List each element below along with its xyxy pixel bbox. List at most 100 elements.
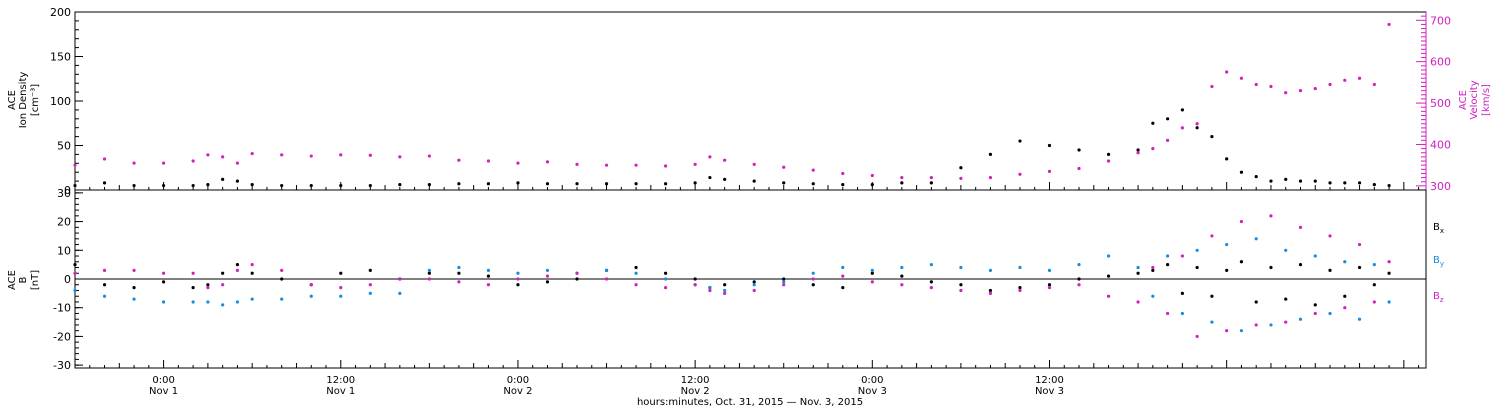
time-tick-label: 12:00 <box>1035 375 1064 386</box>
bx-point <box>634 265 638 270</box>
bx-point <box>73 263 77 267</box>
density-point <box>841 183 845 187</box>
by-point <box>988 268 993 272</box>
density-point <box>752 179 756 183</box>
bx-point <box>1195 265 1199 270</box>
by-point <box>782 280 786 284</box>
velocity-point <box>368 153 372 157</box>
date-tick-label: Nov 2 <box>681 386 710 397</box>
density-point <box>1328 181 1332 185</box>
time-axis-label: hours:minutes, Oct. 31, 2015 — Nov. 3, 2… <box>637 397 863 408</box>
density-point <box>1343 181 1347 185</box>
by-point <box>1180 311 1184 316</box>
velocity-point <box>280 153 284 157</box>
by-point <box>664 277 668 281</box>
density-point <box>1180 108 1184 112</box>
by-point <box>486 268 491 272</box>
bfield-tick-label: 0 <box>64 273 71 286</box>
bx-point <box>339 271 343 275</box>
bx-point <box>1136 271 1140 275</box>
velocity-point <box>811 168 815 172</box>
velocity-point <box>1018 172 1022 176</box>
bx-point <box>1269 265 1273 270</box>
velocity-point <box>427 154 431 158</box>
bfield-axis-label-line3: [nT] <box>30 270 41 290</box>
bx-point <box>191 286 195 290</box>
by-point <box>1254 237 1258 241</box>
bx-point <box>132 286 136 290</box>
by-point <box>235 300 240 304</box>
velocity-axis-label-line1: ACE <box>1458 90 1469 110</box>
velocity-point <box>398 155 402 159</box>
velocity-point <box>545 160 550 164</box>
bz-point <box>1343 306 1347 310</box>
legend-by: By <box>1433 255 1444 268</box>
density-point <box>1210 135 1214 139</box>
velocity-tick-label: 700 <box>1430 14 1451 27</box>
bx-point <box>1151 268 1155 272</box>
density-point <box>457 182 461 186</box>
by-point <box>604 268 609 272</box>
bx-point <box>1166 263 1170 267</box>
velocity-tick-label: 500 <box>1430 97 1451 110</box>
bz-point <box>959 288 963 293</box>
time-tick-label: 12:00 <box>326 375 355 386</box>
velocity-point <box>1166 138 1170 142</box>
velocity-point <box>575 162 579 166</box>
velocity-point <box>457 158 461 162</box>
density-point <box>132 183 136 188</box>
velocity-axis-label-line3: [km/s] <box>1481 84 1492 116</box>
bx-point <box>221 271 225 275</box>
by-point <box>1239 329 1244 333</box>
velocity-tick-label: 600 <box>1430 56 1451 69</box>
bx-point <box>516 283 520 287</box>
density-point <box>1313 179 1317 183</box>
density-point <box>1284 177 1288 181</box>
velocity-point <box>988 175 993 180</box>
velocity-point <box>1298 89 1303 93</box>
bx-point <box>1284 297 1288 301</box>
by-point <box>206 300 210 304</box>
bz-point <box>280 268 284 272</box>
density-tick-label: 100 <box>50 95 71 108</box>
velocity-point <box>1225 70 1229 74</box>
density-point <box>1239 170 1244 174</box>
density-point <box>1106 152 1111 156</box>
bz-point <box>811 277 815 281</box>
time-tick-label: 0:00 <box>152 375 174 386</box>
velocity-point <box>1151 147 1155 151</box>
velocity-point <box>900 175 904 180</box>
bx-point <box>1254 300 1258 304</box>
velocity-point <box>1136 151 1140 155</box>
magnetic-field-panel: -30 -20 -10 0 10 20 30 ACE B [nT] Bx By Bz <box>7 187 1444 372</box>
velocity-point <box>1387 22 1391 27</box>
bz-point <box>900 283 904 287</box>
density-point <box>1018 139 1022 143</box>
bx-point <box>1343 294 1347 298</box>
bfield-axis-label-line1: ACE <box>7 270 18 290</box>
bx-point <box>841 286 845 290</box>
density-panel-frame <box>74 11 1427 191</box>
bz-point <box>752 288 756 293</box>
velocity-point <box>723 158 727 162</box>
density-point <box>929 181 933 185</box>
velocity-point <box>1254 82 1258 87</box>
bfield-tick-label: -30 <box>53 359 71 372</box>
bx-point <box>1357 265 1362 270</box>
velocity-point <box>959 176 963 181</box>
bz-point <box>664 286 668 290</box>
bz-point <box>1372 300 1376 304</box>
velocity-point <box>132 161 136 165</box>
density-point <box>664 182 668 186</box>
density-axis-label-line1: ACE <box>7 90 18 110</box>
velocity-axis-label-line2: Velocity <box>1469 80 1480 119</box>
density-point <box>1269 179 1273 183</box>
velocity-point <box>235 161 240 165</box>
bx-point <box>250 271 254 275</box>
bz-point <box>250 263 254 267</box>
bz-point <box>516 277 520 281</box>
velocity-point <box>604 163 609 167</box>
bz-point <box>1166 311 1170 316</box>
velocity-tick-label: 400 <box>1430 138 1451 151</box>
velocity-point <box>1180 126 1184 130</box>
